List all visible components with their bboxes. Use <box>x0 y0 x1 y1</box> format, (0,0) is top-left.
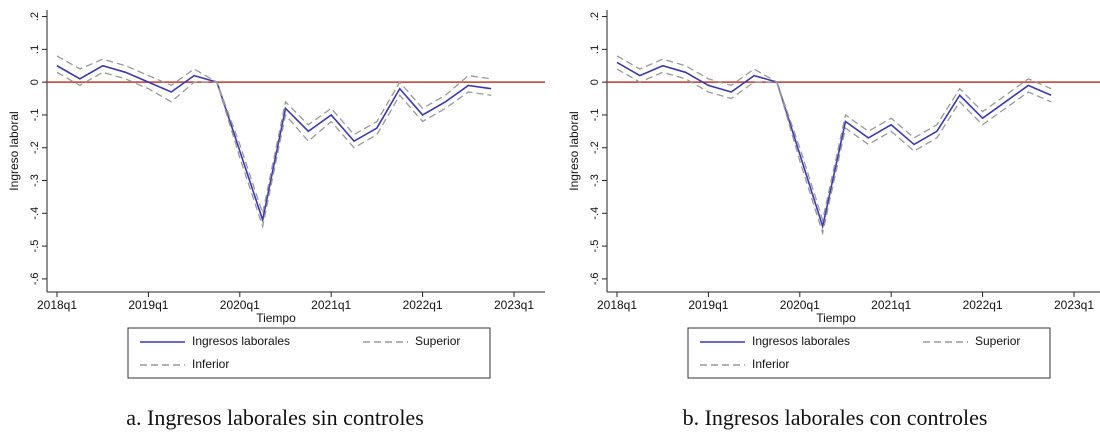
x-tick-label: 2021q1 <box>871 298 911 312</box>
y-tick-label: -.6 <box>589 272 601 285</box>
series-line <box>616 61 1052 230</box>
series-line <box>616 55 1052 223</box>
series-line <box>56 71 492 229</box>
y-tick-label: -.4 <box>29 207 41 220</box>
caption: a. Ingresos laborales sin controles <box>126 405 424 430</box>
legend-box <box>127 327 491 379</box>
y-tick-label: 0 <box>589 79 601 85</box>
legend-label: Inferior <box>752 357 789 371</box>
legend-label: Superior <box>415 334 460 348</box>
y-tick-label: -.5 <box>589 240 601 253</box>
y-axis-title: Ingreso laboral <box>7 111 21 190</box>
x-tick-label: 2018q1 <box>37 298 77 312</box>
y-tick-label: 0 <box>29 79 41 85</box>
legend-box <box>687 327 1051 379</box>
series-line <box>616 68 1052 236</box>
x-axis-title: Tiempo <box>256 311 296 325</box>
x-tick-label: 2023q1 <box>1054 298 1094 312</box>
y-axis-title: Ingreso laboral <box>567 111 581 190</box>
series-line <box>56 55 492 216</box>
legend-label: Inferior <box>192 357 229 371</box>
y-tick-label: -.1 <box>29 109 41 122</box>
y-tick-label: -.2 <box>589 141 601 154</box>
x-tick-label: 2022q1 <box>403 298 443 312</box>
y-tick-label: -.4 <box>589 207 601 220</box>
y-tick-label: -.1 <box>589 109 601 122</box>
x-tick-label: 2020q1 <box>780 298 820 312</box>
y-tick-label: .1 <box>29 45 41 54</box>
y-tick-label: -.6 <box>29 272 41 285</box>
legend-label: Ingresos laborales <box>192 334 290 348</box>
legend-label: Ingresos laborales <box>752 334 850 348</box>
x-tick-label: 2019q1 <box>688 298 728 312</box>
series-line <box>56 64 492 223</box>
y-tick-label: -.3 <box>589 174 601 187</box>
y-tick-label: .1 <box>589 45 601 54</box>
y-tick-label: -.2 <box>29 141 41 154</box>
x-tick-label: 2022q1 <box>963 298 1003 312</box>
x-tick-label: 2021q1 <box>311 298 351 312</box>
x-tick-label: 2018q1 <box>597 298 637 312</box>
x-tick-label: 2020q1 <box>220 298 260 312</box>
caption: b. Ingresos laborales con controles <box>683 405 988 430</box>
x-axis-title: Tiempo <box>816 311 856 325</box>
x-tick-label: 2023q1 <box>494 298 534 312</box>
y-tick-label: .2 <box>589 12 601 21</box>
legend-label: Superior <box>975 334 1020 348</box>
y-tick-label: -.3 <box>29 174 41 187</box>
y-tick-label: .2 <box>29 12 41 21</box>
x-tick-label: 2019q1 <box>128 298 168 312</box>
y-tick-label: -.5 <box>29 240 41 253</box>
